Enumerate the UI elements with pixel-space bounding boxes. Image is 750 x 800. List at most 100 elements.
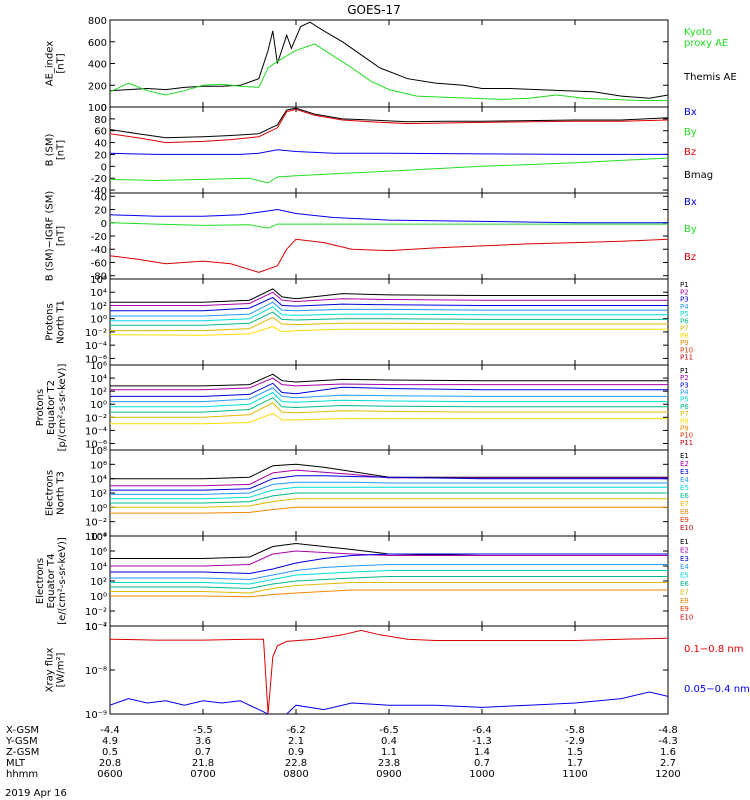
legend-entry: Bmag	[684, 170, 713, 181]
legend-entry: P4	[680, 303, 689, 311]
x-axis-value: -6.2	[286, 725, 306, 736]
legend-entry: E2	[680, 460, 689, 468]
y-tick-label: -80	[91, 272, 107, 283]
legend-entry: proxy AE	[684, 38, 728, 49]
x-axis-value: 1.4	[474, 747, 490, 758]
x-axis-row-label: hhmm	[6, 769, 38, 780]
series-line	[110, 576, 668, 590]
x-axis-value: 0800	[283, 769, 308, 780]
series-line	[110, 469, 668, 487]
x-axis-value: 1.1	[381, 747, 397, 758]
y-tick-label: 80	[94, 115, 107, 126]
legend-entry: 0.05−0.4 nm	[684, 684, 750, 695]
y-tick-label: 10⁻⁸	[85, 666, 107, 677]
y-tick-label: 20	[94, 206, 107, 217]
chart-title: GOES-17	[347, 3, 401, 17]
panel-frame	[109, 625, 669, 715]
y-tick-label: 10⁻²	[85, 328, 107, 339]
series-line	[110, 382, 668, 397]
x-axis-value: 0600	[97, 769, 122, 780]
y-tick-label: 400	[88, 60, 107, 71]
legend-entry: Bz	[684, 147, 696, 158]
x-axis-value: -5.5	[193, 725, 213, 736]
x-axis-value: 1100	[562, 769, 587, 780]
y-tick-label: -20	[91, 232, 107, 243]
y-axis-label: Protons	[45, 303, 56, 340]
legend-entry: P5	[680, 310, 689, 318]
series-line	[110, 316, 668, 332]
series-line	[110, 391, 668, 408]
y-tick-label: 200	[88, 81, 107, 92]
legend-entry: 0.1−0.8 nm	[684, 644, 743, 655]
y-tick-label: 10⁴	[90, 288, 107, 299]
panel-frame	[109, 192, 669, 280]
legend-entry: P8	[680, 332, 689, 340]
legend-entry: E1	[680, 452, 689, 460]
y-axis-label: [W/m²]	[56, 652, 67, 687]
legend-entry: E10	[680, 614, 693, 622]
y-tick-label: 40	[94, 192, 107, 203]
legend-entry: P8	[680, 417, 689, 425]
legend-entry: P3	[680, 381, 689, 389]
legend-entry: E8	[680, 508, 689, 516]
series-line	[110, 149, 668, 155]
x-axis-row-label: X-GSM	[6, 725, 39, 736]
y-tick-label: 10⁻⁹	[85, 710, 107, 721]
legend-entry: E5	[680, 484, 689, 492]
legend-entry: P9	[680, 339, 689, 347]
legend-entry: E4	[680, 476, 689, 484]
legend-entry: By	[684, 224, 697, 235]
y-tick-label: 10⁰	[90, 503, 107, 514]
x-axis-value: 1200	[655, 769, 680, 780]
y-tick-label: 10⁸	[90, 532, 107, 543]
series-line	[110, 222, 668, 229]
series-line	[110, 553, 668, 575]
series-line	[110, 21, 668, 99]
series-line	[110, 208, 668, 224]
series-line	[110, 463, 668, 480]
series-line	[110, 550, 668, 567]
legend-entry: P3	[680, 296, 689, 304]
legend-entry: E3	[680, 468, 689, 476]
legend-entry: E6	[680, 492, 689, 500]
y-tick-label: 0	[101, 103, 107, 114]
y-tick-label: 0	[101, 219, 107, 230]
y-axis-label: North T1	[56, 300, 67, 344]
x-axis-value: 20.8	[99, 758, 121, 769]
y-tick-label: 10²	[90, 301, 107, 312]
series-line	[110, 326, 668, 336]
legend-entry: P6	[680, 403, 689, 411]
legend-entry: E9	[680, 605, 689, 613]
legend-entry: E9	[680, 516, 689, 524]
series-line	[110, 412, 668, 425]
panel-frame	[109, 19, 669, 108]
y-axis-label: [nT]	[56, 140, 67, 160]
x-axis-value: 1.6	[660, 747, 676, 758]
legend-entry: P1	[680, 367, 689, 375]
legend-entry: P2	[680, 288, 689, 296]
series-group	[110, 373, 668, 425]
y-axis-label: Equator T2	[46, 380, 57, 435]
series-line	[110, 475, 668, 491]
x-axis-value: 23.8	[378, 758, 400, 769]
y-tick-label: 10⁶	[90, 275, 107, 286]
x-axis-value: 2.1	[288, 736, 304, 747]
legend-entry: E7	[680, 588, 689, 596]
series-group	[110, 542, 668, 598]
y-tick-label: 10⁴	[90, 475, 107, 486]
y-tick-label: 10²	[90, 489, 107, 500]
series-group	[110, 463, 668, 514]
x-axis-value: 0.4	[381, 736, 397, 747]
x-axis-value: 1000	[469, 769, 494, 780]
y-tick-label: -40	[91, 245, 107, 256]
legend-entry: P10	[680, 346, 693, 354]
x-axis-value: -6.4	[472, 725, 492, 736]
series-line	[110, 506, 668, 514]
y-tick-label: 10⁻²	[85, 518, 107, 529]
y-tick-label: 10⁰	[90, 315, 107, 326]
legend-entry: P6	[680, 317, 689, 325]
y-axis-label: [nT]	[56, 226, 67, 246]
series-line	[110, 387, 668, 403]
